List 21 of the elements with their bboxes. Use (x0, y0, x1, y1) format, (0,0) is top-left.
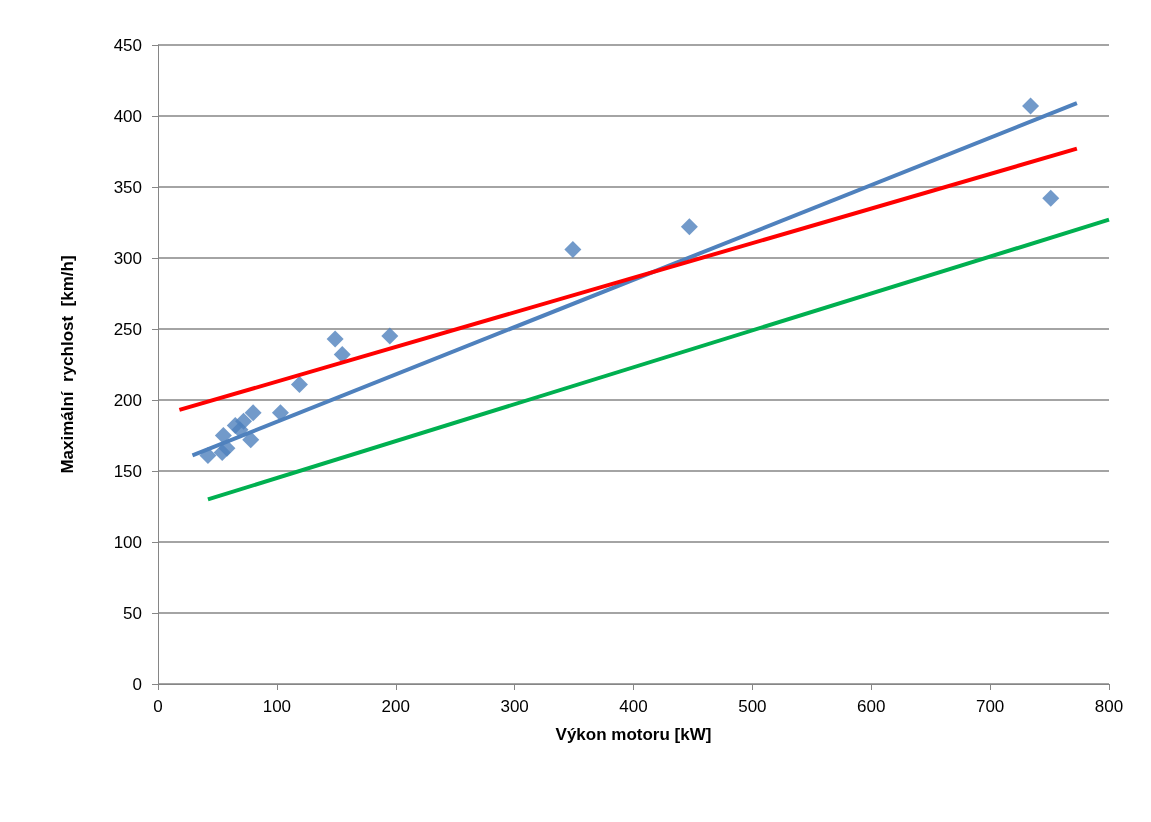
y-tick-label: 300 (113, 248, 142, 268)
y-tick-label: 350 (113, 177, 142, 197)
y-tick-label: 100 (113, 532, 142, 552)
y-tick-label: 200 (113, 390, 142, 410)
y-axis-title: Maximální rychlost [km/h] (58, 255, 77, 474)
y-tick-label: 150 (113, 461, 142, 481)
x-tick-label: 400 (619, 697, 648, 716)
y-tick-label: 450 (113, 35, 142, 55)
x-axis-title: Výkon motoru [kW] (555, 725, 712, 744)
x-tick-label: 100 (262, 697, 292, 716)
x-tick-label: 200 (381, 697, 410, 716)
x-tick-label: 800 (1094, 697, 1124, 716)
y-tick-label: 0 (132, 674, 142, 694)
x-tick-label: 500 (738, 697, 767, 716)
x-tick-label: 300 (500, 697, 529, 716)
y-tick-label: 50 (123, 603, 142, 623)
y-tick-label: 400 (113, 106, 142, 126)
x-tick-label: 700 (975, 697, 1005, 716)
y-tick-label: 250 (113, 319, 142, 339)
x-tick-label: 600 (857, 697, 886, 716)
x-tick-label: 0 (153, 697, 163, 716)
